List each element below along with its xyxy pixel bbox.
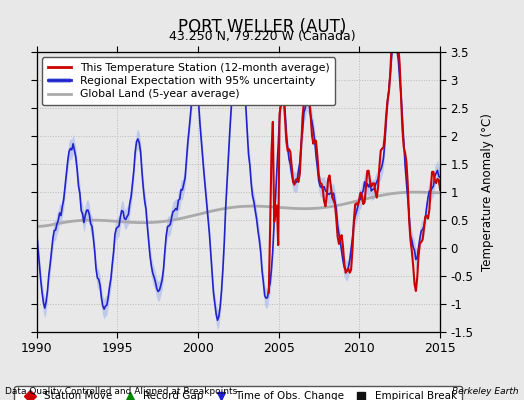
Text: 43.250 N, 79.220 W (Canada): 43.250 N, 79.220 W (Canada)	[169, 30, 355, 43]
Text: Data Quality Controlled and Aligned at Breakpoints: Data Quality Controlled and Aligned at B…	[5, 387, 237, 396]
Text: Berkeley Earth: Berkeley Earth	[452, 387, 519, 396]
Text: PORT WELLER (AUT): PORT WELLER (AUT)	[178, 18, 346, 36]
Y-axis label: Temperature Anomaly (°C): Temperature Anomaly (°C)	[481, 113, 494, 271]
Legend: Station Move, Record Gap, Time of Obs. Change, Empirical Break: Station Move, Record Gap, Time of Obs. C…	[15, 386, 462, 400]
